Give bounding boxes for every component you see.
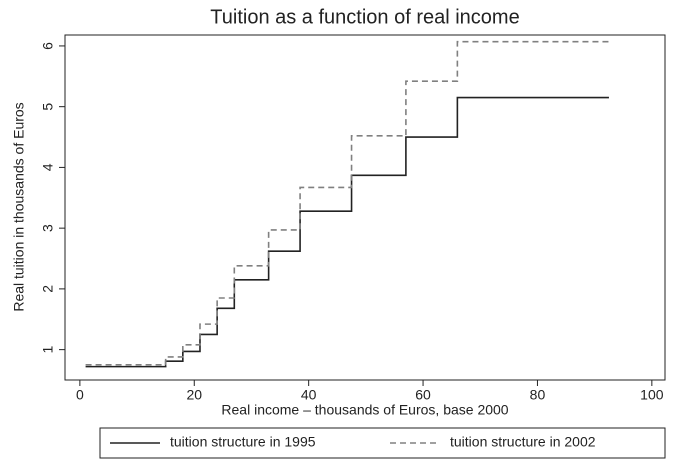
- x-tick-label: 20: [186, 387, 202, 403]
- y-tick-label: 4: [40, 163, 56, 171]
- y-tick-label: 6: [40, 42, 56, 50]
- plot-frame: [64, 34, 666, 381]
- y-tick-label: 3: [40, 224, 56, 232]
- x-tick-label: 40: [301, 387, 317, 403]
- y-tick-label: 1: [40, 346, 56, 354]
- legend-box: [99, 427, 666, 459]
- x-tick-label: 60: [415, 387, 431, 403]
- legend-label: tuition structure in 2002: [450, 434, 596, 450]
- x-tick-label: 80: [530, 387, 546, 403]
- x-axis-title: Real income – thousands of Euros, base 2…: [221, 402, 508, 418]
- y-tick-label: 2: [40, 285, 56, 293]
- legend-label: tuition structure in 1995: [170, 434, 316, 450]
- chart-title: Tuition as a function of real income: [210, 6, 519, 28]
- x-tick-label: 0: [76, 387, 84, 403]
- y-tick-label: 5: [40, 103, 56, 111]
- x-tick-label: 100: [640, 387, 664, 403]
- step-line: [85, 96, 609, 368]
- step-line: [85, 40, 609, 366]
- y-axis-title: Real tuition in thousands of Euros: [11, 102, 27, 311]
